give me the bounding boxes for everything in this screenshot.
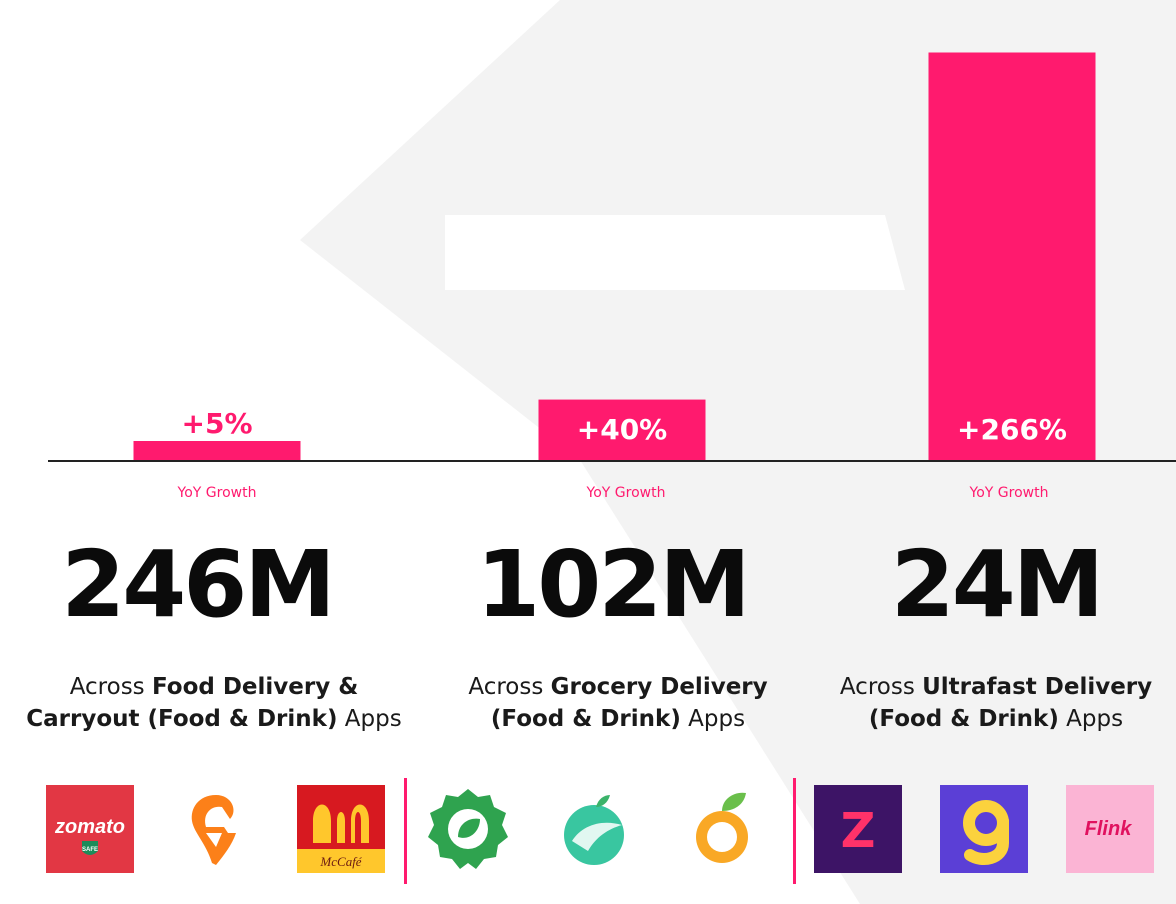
segment-description-1: Across Food Delivery & Carryout (Food & …	[14, 671, 414, 735]
flink-logo: Flink	[1066, 785, 1154, 873]
bar-value-label-3: +266%	[957, 413, 1067, 446]
zepto-logo: Z	[814, 785, 902, 873]
gopuff-logo	[940, 785, 1028, 873]
zomato-safe-badge: SAFE	[82, 847, 98, 853]
segment-separator	[404, 778, 407, 884]
mcdonalds-logo: McCafé	[297, 785, 385, 873]
desc-suffix: Apps	[337, 706, 402, 732]
bar-1	[133, 441, 301, 461]
desc-bold: Food Delivery &	[151, 674, 359, 700]
dunzo-logo	[424, 785, 512, 873]
zomato-wordmark: zomato	[54, 816, 125, 838]
flink-wordmark: Flink	[1085, 818, 1133, 840]
bar-value-label-2: +40%	[577, 413, 667, 446]
desc-prefix: Across	[839, 674, 923, 700]
desc-suffix: Apps	[680, 706, 746, 732]
total-users-2: 102M	[476, 531, 751, 638]
orange-logo	[678, 785, 766, 873]
watermark-cutout	[445, 215, 905, 290]
desc-bold: Carryout (Food & Drink)	[26, 706, 338, 732]
zomato-logo: zomato SAFE	[46, 785, 134, 873]
segment-description-3: Across Ultrafast Delivery (Food & Drink)…	[796, 671, 1176, 735]
yoy-growth-label-3: YoY Growth	[969, 485, 1049, 501]
desc-suffix: Apps	[1058, 706, 1124, 732]
yoy-growth-label-1: YoY Growth	[177, 485, 257, 501]
desc-prefix: Across	[69, 674, 152, 700]
desc-bold: (Food & Drink)	[490, 706, 681, 732]
segment-separator	[793, 778, 796, 884]
grocery-leaf-logo	[552, 785, 640, 873]
desc-prefix: Across	[468, 674, 551, 700]
swiggy-logo	[172, 785, 260, 873]
total-users-3: 24M	[890, 531, 1105, 638]
desc-bold: Ultrafast Delivery	[922, 674, 1153, 700]
bar-value-label-1: +5%	[182, 407, 253, 440]
bar-3	[928, 52, 1096, 461]
mccafe-wordmark: McCafé	[319, 854, 362, 869]
zepto-wordmark: Z	[841, 803, 876, 859]
total-users-1: 246M	[61, 531, 336, 638]
bar-2	[538, 399, 706, 461]
desc-bold: Grocery Delivery	[550, 674, 768, 700]
desc-bold: (Food & Drink)	[868, 706, 1059, 732]
segment-description-2: Across Grocery Delivery (Food & Drink) A…	[418, 671, 818, 735]
yoy-growth-label-2: YoY Growth	[586, 485, 666, 501]
bar-chart: +5% +40% +266%	[48, 52, 1176, 462]
